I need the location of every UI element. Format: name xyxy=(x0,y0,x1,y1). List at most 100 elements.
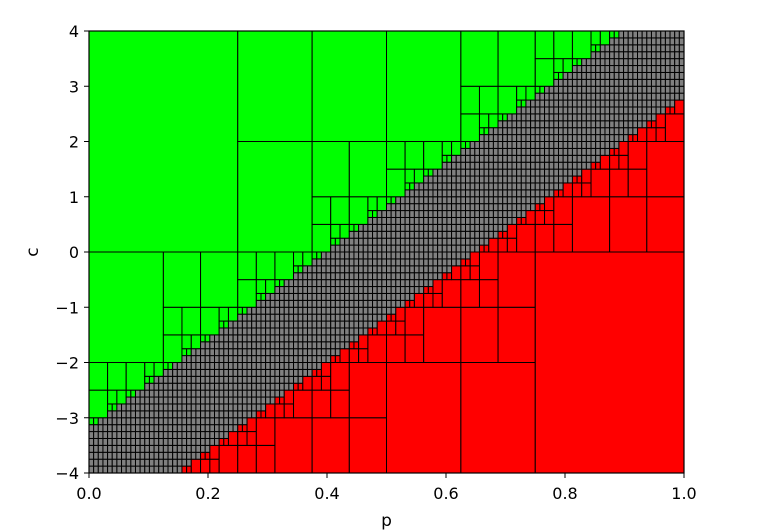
cell-gray xyxy=(348,230,355,239)
cell-gray xyxy=(674,51,680,60)
cell-red xyxy=(553,223,573,253)
cell-gray xyxy=(562,134,569,142)
cell-gray xyxy=(399,258,406,267)
cell-green xyxy=(553,30,573,60)
cell-gray xyxy=(227,424,234,433)
cell-red xyxy=(506,237,518,253)
cell-gray xyxy=(227,320,234,329)
cell-gray xyxy=(246,375,253,384)
cell-gray xyxy=(427,279,434,288)
cell-gray xyxy=(237,355,243,363)
cell-gray xyxy=(548,189,555,198)
cell-gray xyxy=(311,334,318,343)
cell-gray xyxy=(386,286,392,294)
cell-gray xyxy=(432,168,439,177)
cell-gray xyxy=(492,161,499,170)
cell-gray xyxy=(107,417,113,426)
cell-gray xyxy=(544,113,550,122)
cell-gray xyxy=(609,44,615,53)
cell-gray xyxy=(251,375,257,384)
cell-gray xyxy=(190,417,197,426)
cell-gray xyxy=(386,272,392,281)
cell-gray xyxy=(353,258,360,267)
cell-red xyxy=(497,251,536,308)
cell-gray xyxy=(232,362,239,370)
cell-gray xyxy=(223,348,229,357)
cell-gray xyxy=(562,99,569,108)
cell-gray xyxy=(232,341,239,350)
cell-gray xyxy=(539,196,546,205)
cell-gray xyxy=(395,258,401,267)
cell-gray xyxy=(599,44,606,53)
cell-gray xyxy=(530,120,536,129)
cell-gray xyxy=(506,113,513,122)
cell-gray xyxy=(232,403,239,412)
cell-gray xyxy=(655,51,662,60)
cell-gray xyxy=(297,362,304,370)
cell-gray xyxy=(358,265,364,274)
cell-gray xyxy=(121,437,127,446)
cell-gray xyxy=(599,134,606,142)
cell-green xyxy=(516,99,522,108)
cell-green xyxy=(339,223,350,239)
cell-gray xyxy=(623,37,629,46)
x-axis-label: p xyxy=(381,511,392,531)
cell-red xyxy=(571,182,583,198)
cell-gray xyxy=(609,71,615,80)
cell-gray xyxy=(190,362,197,370)
cell-green xyxy=(423,168,429,177)
cell-gray xyxy=(260,403,267,412)
cell-red xyxy=(274,417,313,474)
cell-gray xyxy=(492,134,499,142)
cell-green xyxy=(181,348,188,357)
cell-gray xyxy=(413,244,420,253)
cell-gray xyxy=(441,237,448,246)
cell-gray xyxy=(465,168,471,177)
cell-gray xyxy=(232,334,239,343)
cell-gray xyxy=(571,141,578,149)
cell-gray xyxy=(632,51,639,60)
cell-gray xyxy=(660,58,666,67)
cell-gray xyxy=(125,431,132,439)
cell-green xyxy=(372,210,378,218)
cell-gray xyxy=(279,327,285,336)
cell-gray xyxy=(367,216,374,225)
cell-gray xyxy=(576,113,583,122)
cell-gray xyxy=(167,458,174,467)
cell-gray xyxy=(260,362,267,370)
cell-gray xyxy=(348,258,355,267)
cell-gray xyxy=(432,175,439,184)
cell-gray xyxy=(353,327,360,336)
cell-gray xyxy=(516,147,522,156)
cell-gray xyxy=(562,78,569,87)
cell-gray xyxy=(604,78,611,87)
cell-gray xyxy=(195,389,202,398)
cell-gray xyxy=(320,341,327,350)
cell-gray xyxy=(455,216,462,225)
cell-gray xyxy=(483,223,490,232)
cell-gray xyxy=(204,424,211,433)
cell-gray xyxy=(497,196,504,205)
cell-gray xyxy=(316,334,322,343)
cell-gray xyxy=(381,279,388,288)
cell-gray xyxy=(204,431,211,439)
cell-gray xyxy=(302,327,308,336)
cell-gray xyxy=(121,417,127,426)
x-tick-label: 0.4 xyxy=(314,484,339,503)
cell-gray xyxy=(641,78,648,87)
cell-gray xyxy=(283,341,290,350)
cell-red xyxy=(395,306,406,322)
cell-gray xyxy=(293,327,299,336)
cell-gray xyxy=(557,141,564,149)
cell-gray xyxy=(167,465,174,474)
cell-gray xyxy=(93,431,99,439)
cell-green xyxy=(311,223,332,253)
cell-gray xyxy=(590,92,597,101)
cell-gray xyxy=(144,410,150,419)
cell-gray xyxy=(274,292,281,301)
cell-gray xyxy=(585,58,592,67)
cell-gray xyxy=(650,44,657,53)
cell-gray xyxy=(204,362,211,370)
cell-gray xyxy=(121,410,127,419)
cell-gray xyxy=(358,292,364,301)
